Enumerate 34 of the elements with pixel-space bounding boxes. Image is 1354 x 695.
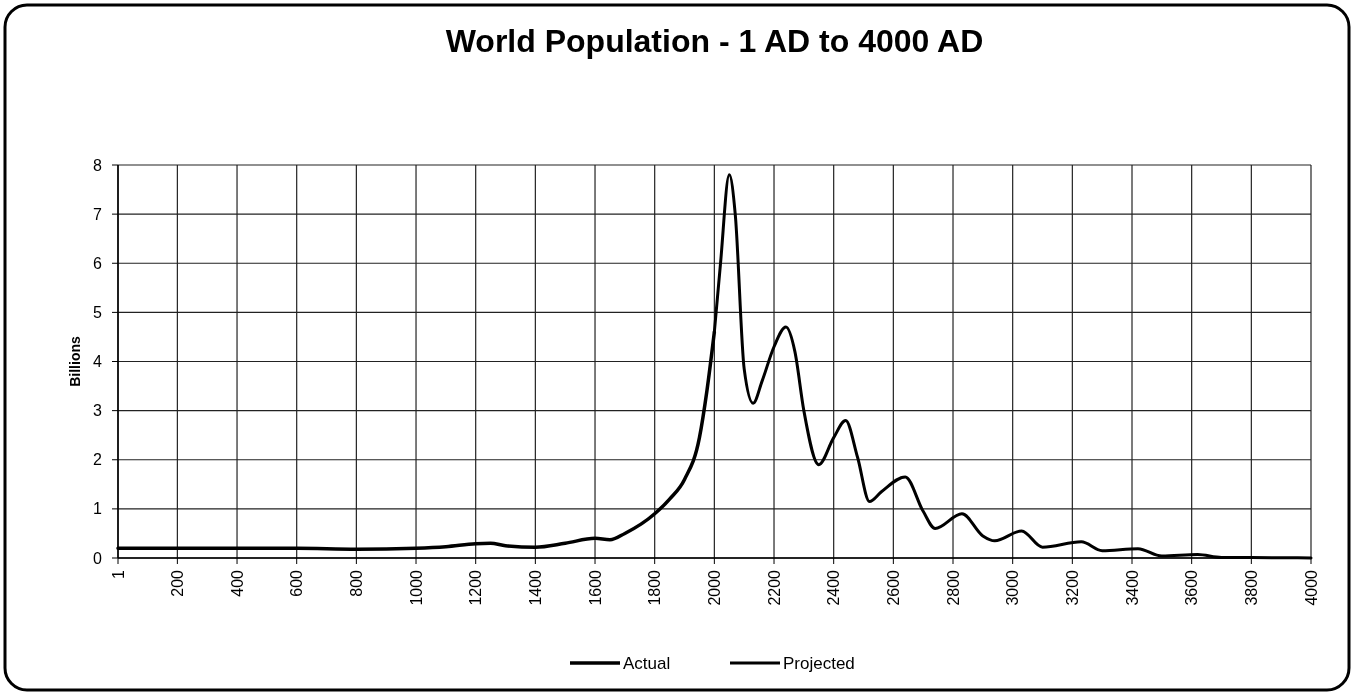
x-tick-label: 3400 [1123,569,1141,606]
y-tick-label: 8 [93,156,103,174]
x-tick-label: 600 [288,569,306,597]
y-tick-label: 6 [93,254,103,272]
x-tick-label: 2200 [765,569,783,606]
x-tick-label: 400 [228,569,246,597]
x-tick-label: 3000 [1004,569,1022,606]
y-tick-label: 0 [93,549,103,567]
y-tick-label: 7 [93,205,103,223]
x-tick-label: 2000 [705,569,723,606]
y-axis-title: Billions [67,336,83,387]
x-tick-label: 3800 [1242,569,1260,606]
x-tick-label: 1400 [526,569,544,606]
y-tick-label: 2 [93,451,103,469]
x-tick-label: 2400 [825,569,843,606]
x-tick-label: 2600 [884,569,902,606]
legend-label: Actual [623,653,671,673]
legend-label: Projected [783,653,855,673]
x-tick-label: 4000 [1302,569,1320,606]
x-tick-label: 1200 [467,569,485,606]
x-tick-label: 3200 [1063,569,1081,606]
x-tick-label: 2800 [944,569,962,606]
y-tick-label: 5 [93,303,103,321]
x-tick-label: 200 [168,569,186,597]
x-tick-label: 800 [347,569,365,597]
x-tick-label: 1600 [586,569,604,606]
x-tick-label: 3600 [1183,569,1201,606]
x-tick-label: 1800 [646,569,664,606]
chart-title: World Population - 1 AD to 4000 AD [445,23,984,59]
y-tick-label: 4 [93,353,103,371]
y-tick-label: 1 [93,500,103,518]
y-tick-label: 3 [93,402,103,420]
x-tick-label: 1 [109,569,127,579]
x-tick-label: 1000 [407,569,425,606]
